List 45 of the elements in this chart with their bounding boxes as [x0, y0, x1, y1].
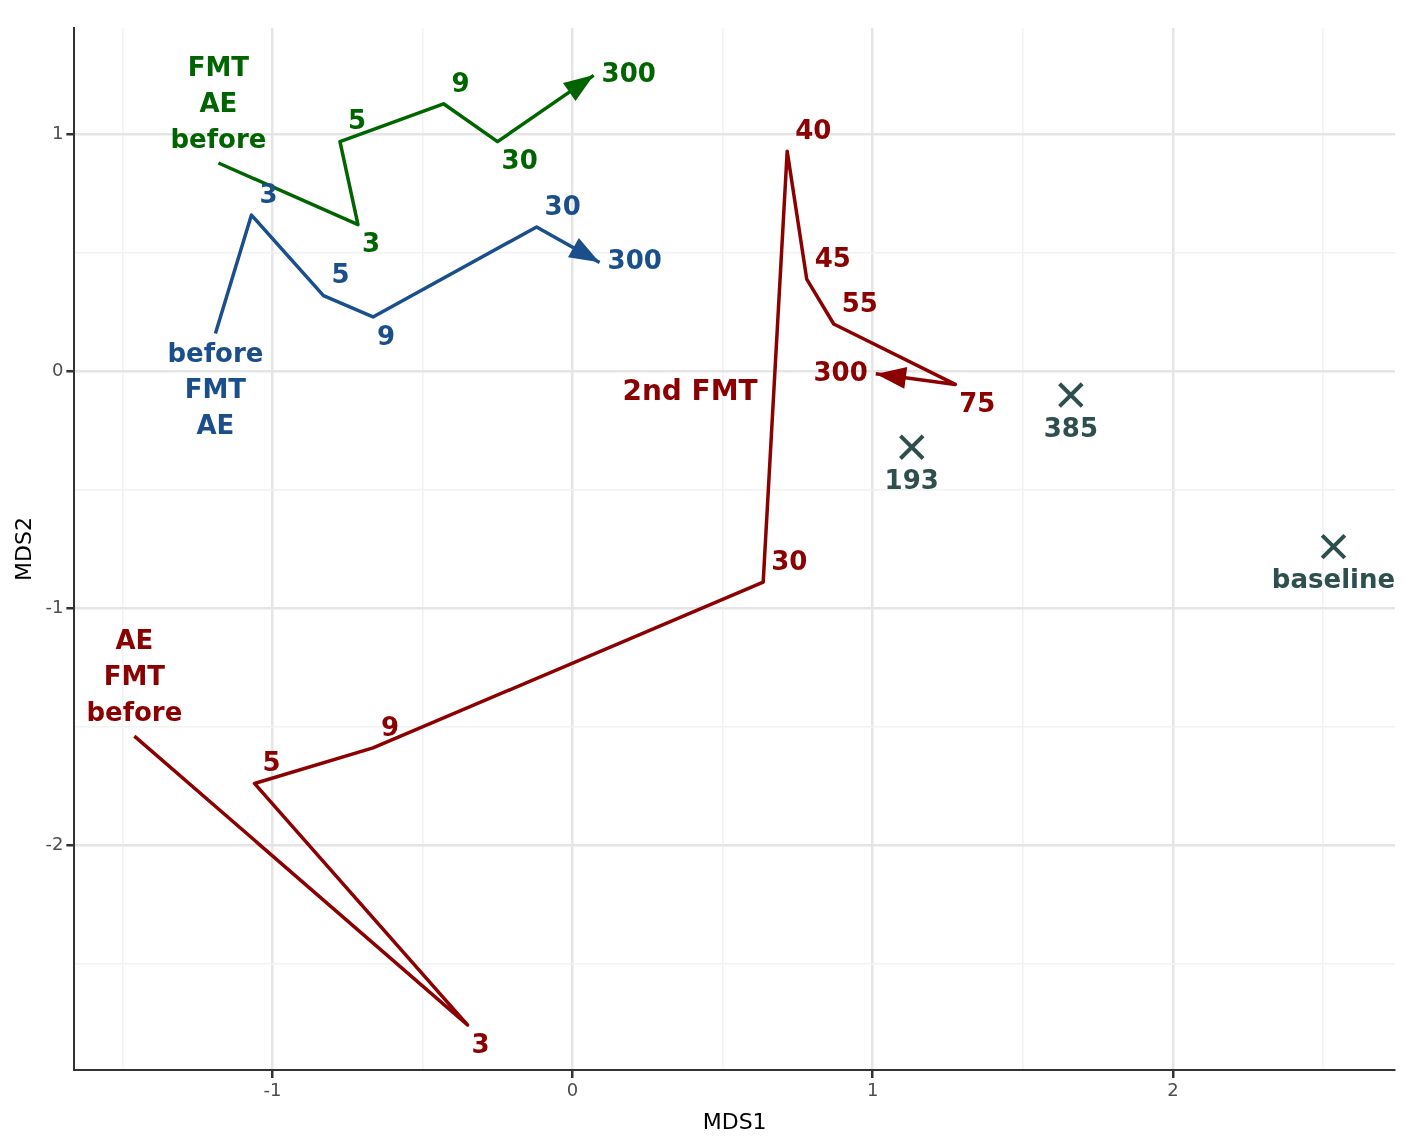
y-tick-label: -1 — [45, 595, 64, 617]
annotation: 40 — [795, 114, 832, 145]
annotation: before — [167, 338, 264, 369]
annotation: before — [86, 696, 183, 727]
annotation: 193 — [884, 464, 939, 495]
x-tick-label: -1 — [263, 1079, 282, 1101]
annotation: FMT — [103, 660, 166, 691]
annotation: 55 — [841, 287, 878, 318]
point — [1057, 381, 1085, 409]
annotation: 3 — [259, 178, 278, 209]
annotation: 5 — [331, 259, 350, 290]
annotation: 2nd FMT — [622, 373, 758, 407]
annotation: 75 — [959, 388, 996, 419]
x-tick-label: 1 — [867, 1079, 879, 1101]
annotation: AE — [115, 624, 154, 655]
y-axis-title: MDS2 — [10, 517, 36, 581]
annotation: 30 — [501, 145, 538, 176]
point — [898, 433, 926, 461]
annotation: 300 — [813, 356, 868, 387]
annotation: 45 — [814, 242, 851, 273]
y-tick-label: -2 — [45, 832, 64, 854]
annotation: AE — [199, 87, 238, 118]
annotation: 9 — [376, 320, 396, 351]
annotation: 3 — [471, 1028, 490, 1059]
annotation: 30 — [771, 545, 808, 576]
annotation: FMT — [187, 51, 250, 82]
annotation: 3 — [361, 228, 381, 259]
annotation: before — [170, 123, 267, 154]
x-axis-title: MDS1 — [702, 1108, 767, 1134]
x-tick-label: 0 — [566, 1079, 579, 1101]
y-tick-label: 1 — [51, 122, 64, 144]
annotation: baseline — [1271, 564, 1396, 595]
annotation: 385 — [1043, 412, 1098, 443]
annotation: FMT — [184, 374, 247, 405]
annotation: 5 — [262, 747, 281, 778]
annotation: 30 — [544, 190, 581, 221]
annotation: 5 — [347, 105, 367, 136]
annotation: AE — [196, 410, 235, 441]
point — [1320, 533, 1347, 560]
annotation: 300 — [601, 58, 656, 89]
annotation: 300 — [607, 245, 662, 276]
annotation: 9 — [380, 711, 400, 742]
y-tick-label: 0 — [51, 359, 64, 381]
annotation: 9 — [451, 67, 470, 98]
x-tick-label: 2 — [1167, 1079, 1179, 1101]
